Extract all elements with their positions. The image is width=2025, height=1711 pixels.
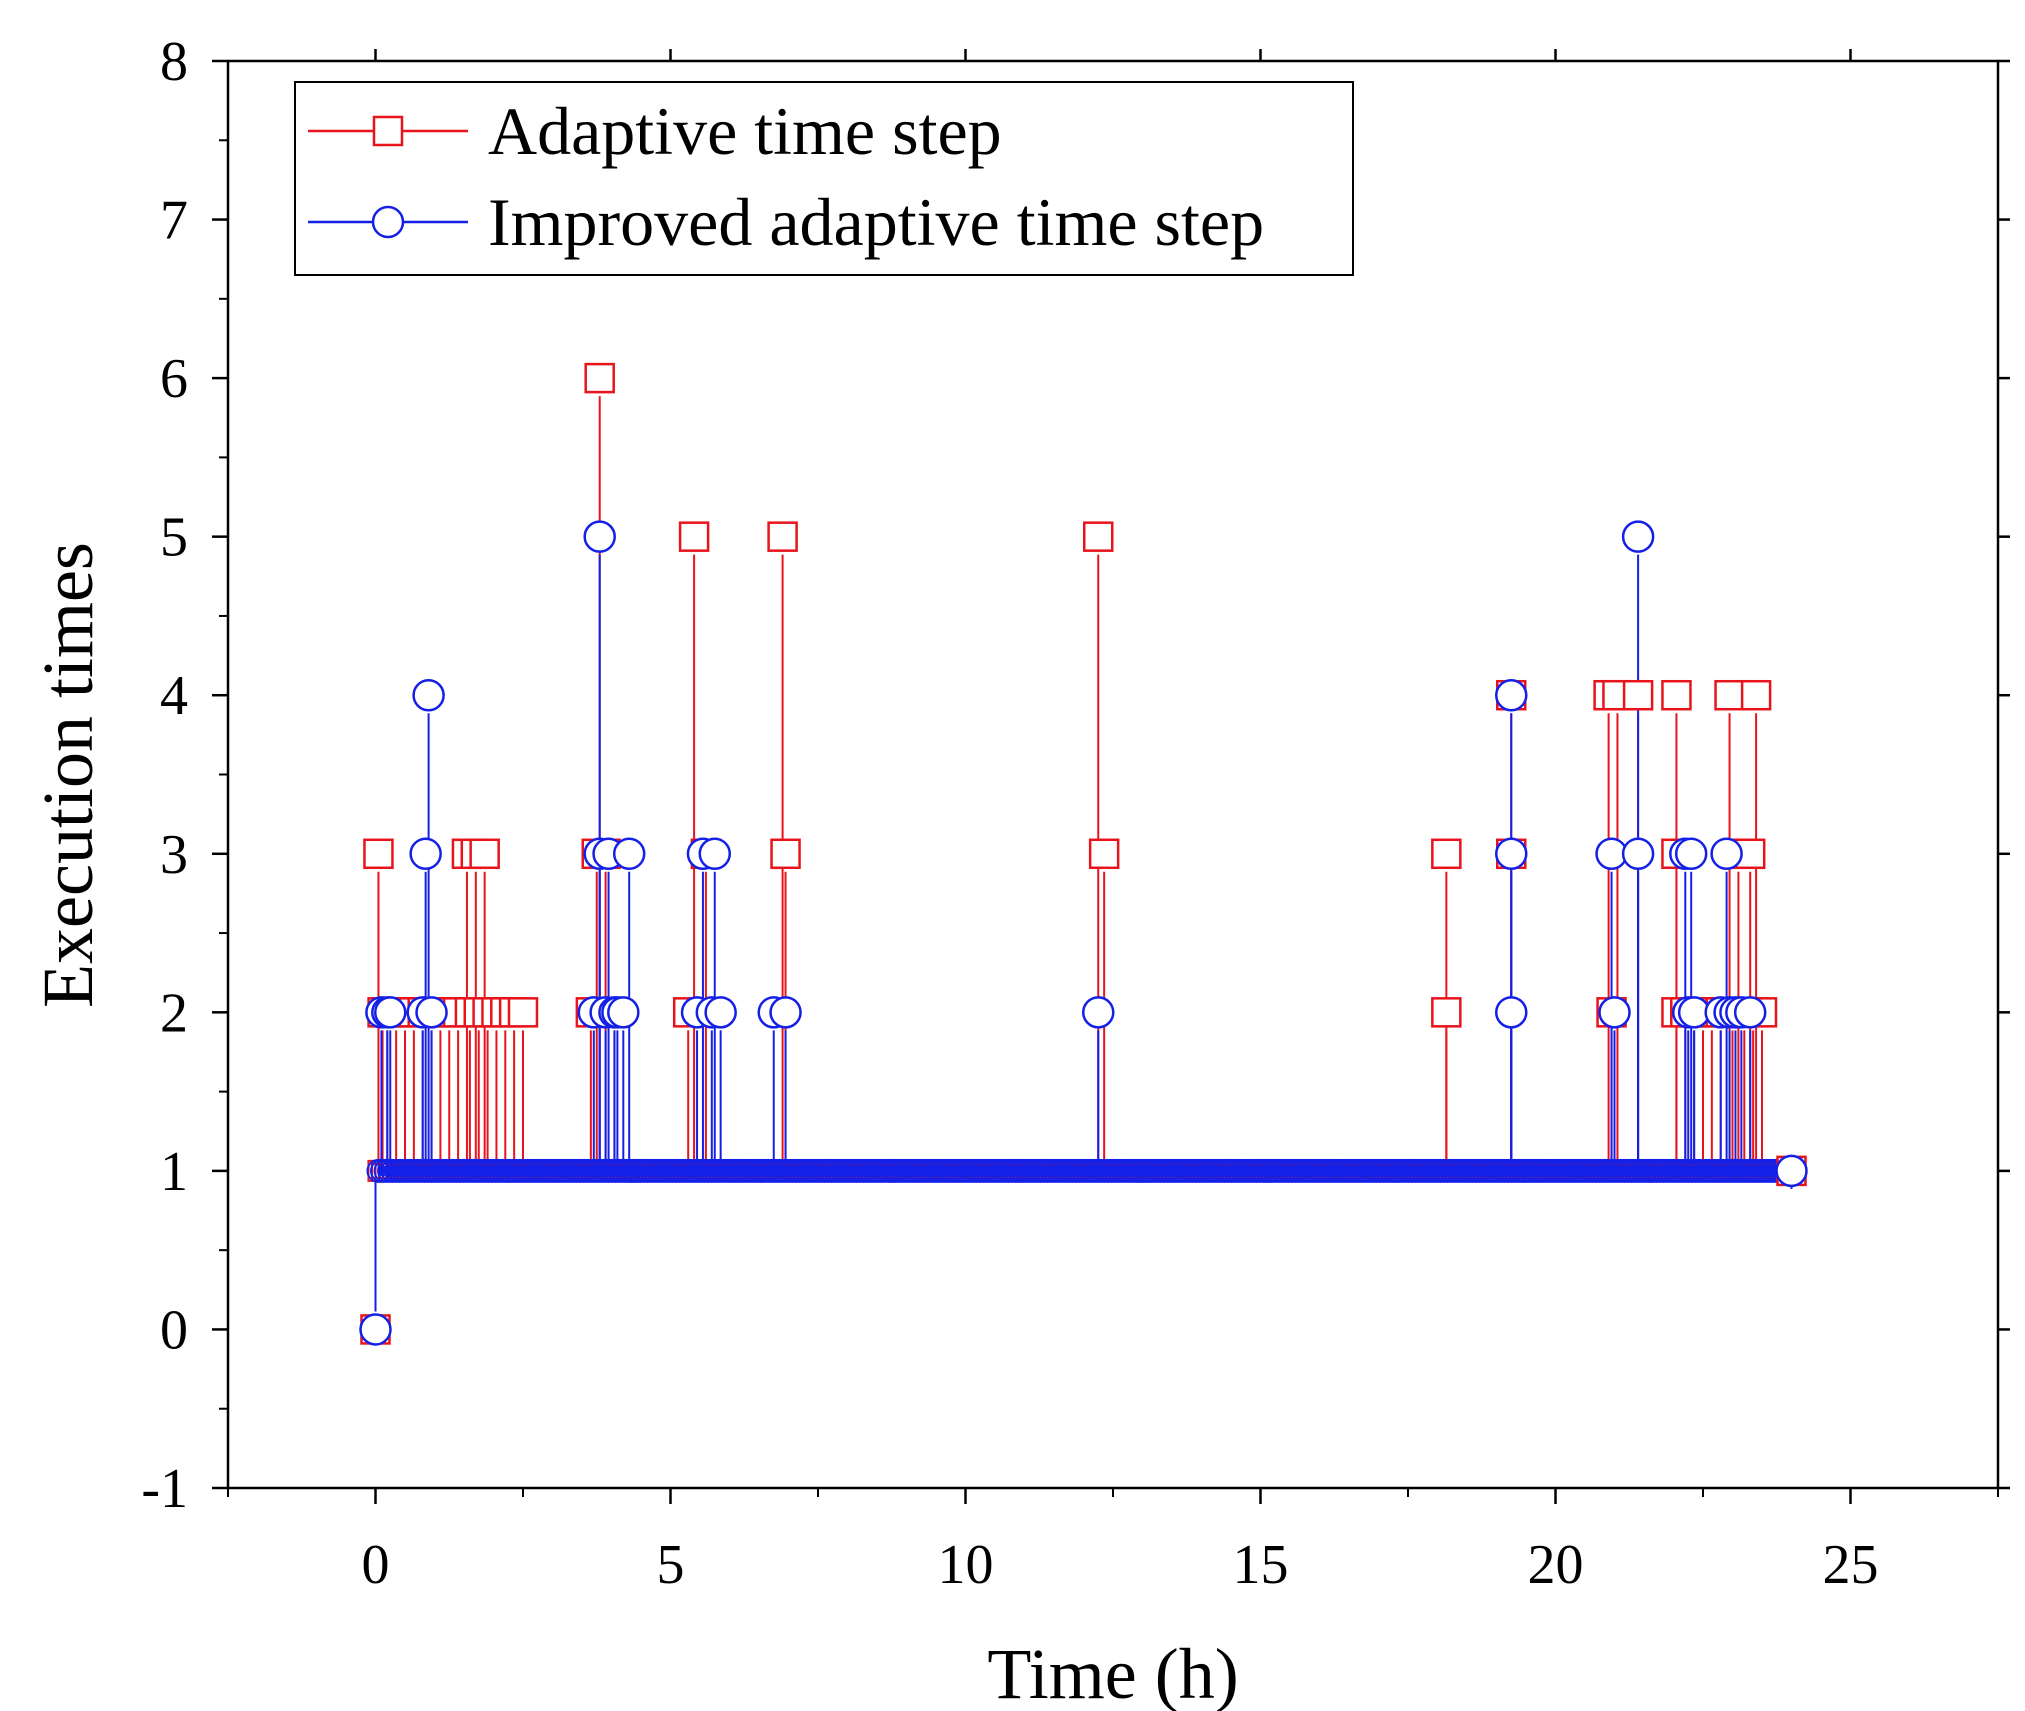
adaptive-point [1431,997,1462,1028]
markers-layer [359,362,1808,1346]
improved-point [769,996,802,1029]
adaptive-point [1740,679,1772,711]
improved-point [1710,837,1743,871]
improved-point [1495,837,1528,871]
legend: Adaptive time step Improved adaptive tim… [294,81,1354,276]
legend-box [294,81,1354,276]
improved-point [409,837,442,871]
y-axis-label: Execution times [28,542,108,1008]
improved-point [1733,996,1767,1029]
adaptive-point [1088,838,1120,870]
ticks-layer [212,49,2010,1504]
y-tick-label: -1 [141,1458,188,1520]
adaptive-point [767,521,798,552]
improved-point [415,996,448,1029]
adaptive-point [770,838,801,870]
y-tick-label: 3 [160,824,188,886]
improved-point [1775,1154,1808,1188]
y-tick-label: 2 [160,982,188,1044]
legend-square-icon [372,115,404,147]
y-tick-label: 4 [160,665,188,727]
y-tick-label: 1 [160,1141,188,1203]
improved-point [374,996,407,1029]
adaptive-point [678,521,710,552]
improved-point [704,996,737,1029]
improved-point [412,678,445,712]
tick-labels-layer: 0 5 10 15 20 25 -1 0 1 2 3 4 5 6 7 8 [141,31,1878,1596]
adaptive-point [363,838,394,870]
baseline-layer [366,1158,1803,1183]
improved-point [1495,678,1528,712]
y-tick-label: 6 [160,348,188,410]
improved-point [1082,996,1115,1029]
improved-point [1495,996,1528,1029]
y-tick-label: 5 [160,507,188,569]
adaptive-point [507,997,539,1028]
improved-point [607,996,640,1029]
improved-point [1674,837,1708,871]
adaptive-point [1734,838,1766,870]
adaptive-point [469,838,500,870]
improved-point [1621,837,1655,871]
adaptive-point [1083,521,1114,552]
adaptive-point [1661,679,1692,711]
x-tick-label: 20 [1528,1534,1584,1596]
x-tick-label: 5 [657,1534,685,1596]
improved-point [359,1313,392,1346]
improved-point [612,837,646,871]
y-tick-label: 0 [160,1299,188,1361]
adaptive-point [1714,679,1745,711]
improved-point [583,520,616,553]
y-tick-label: 8 [160,31,188,93]
x-tick-label: 25 [1823,1534,1879,1596]
legend-label-adaptive: Adaptive time step [488,93,1002,169]
improved-point [1621,520,1655,553]
x-tick-label: 10 [938,1534,994,1596]
legend-label-improved: Improved adaptive time step [488,184,1264,260]
adaptive-point [1431,838,1462,870]
x-axis-label: Time (h) [987,1634,1238,1711]
x-tick-label: 0 [362,1534,390,1596]
y-tick-label: 7 [160,190,188,252]
adaptive-point [584,362,615,394]
improved-point [1598,996,1631,1029]
x-tick-label: 15 [1233,1534,1289,1596]
legend-circle-icon [371,205,405,239]
improved-point [698,837,731,871]
adaptive-point [1622,679,1654,711]
